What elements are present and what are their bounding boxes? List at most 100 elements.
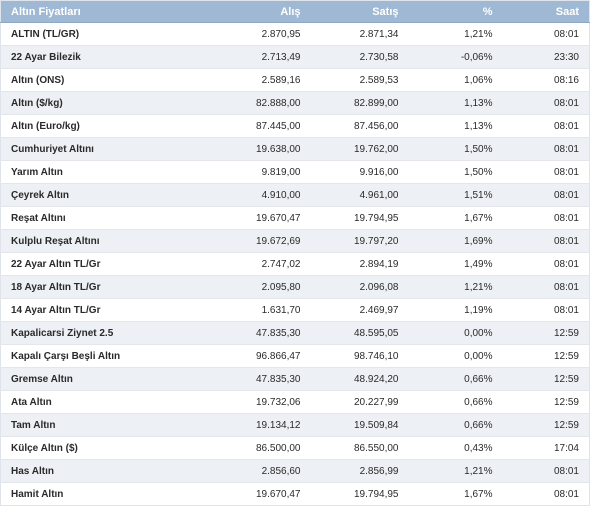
gold-name-cell[interactable]: ALTIN (TL/GR) — [0, 22, 206, 46]
table-row[interactable]: Has Altın 2.856,60 2.856,99 1,21% 08:01 — [0, 459, 590, 483]
buy-price-cell: 19.670,47 — [205, 206, 311, 230]
gold-prices-table: Altın Fiyatları Alış Satış % Saat ALTIN … — [0, 0, 590, 506]
table-row[interactable]: 22 Ayar Bilezik 2.713,49 2.730,58 -0,06% 23:… — [0, 45, 590, 69]
gold-name-cell[interactable]: Gremse Altın — [0, 367, 206, 391]
update-time-cell: 17:04 — [502, 436, 590, 460]
change-percent-cell: 1,13% — [408, 91, 503, 115]
table-row[interactable]: Kulplu Reşat Altını 19.672,69 19.797,20 1,6… — [0, 229, 590, 253]
gold-name-cell[interactable]: 18 Ayar Altın TL/Gr — [0, 275, 206, 299]
update-time-cell: 08:01 — [502, 459, 590, 483]
gold-name-cell[interactable]: 22 Ayar Bilezik — [0, 45, 206, 69]
update-time-cell: 08:01 — [502, 22, 590, 46]
buy-price-cell: 9.819,00 — [205, 160, 311, 184]
update-time-cell: 08:01 — [502, 482, 590, 506]
table-row[interactable]: Altın ($/kg) 82.888,00 82.899,00 1,13% 08:01 — [0, 91, 590, 115]
table-row[interactable]: Hamit Altın 19.670,47 19.794,95 1,67% 08:01 — [0, 482, 590, 506]
update-time-cell: 08:01 — [502, 252, 590, 276]
buy-price-cell: 82.888,00 — [205, 91, 311, 115]
sell-price-cell: 86.550,00 — [310, 436, 409, 460]
table-row[interactable]: Ata Altın 19.732,06 20.227,99 0,66% 12:59 — [0, 390, 590, 414]
buy-price-cell: 86.500,00 — [205, 436, 311, 460]
change-percent-cell: 0,66% — [408, 367, 503, 391]
change-percent-cell: 1,67% — [408, 206, 503, 230]
update-time-cell: 12:59 — [502, 344, 590, 368]
sell-price-cell: 19.509,84 — [310, 413, 409, 437]
gold-name-cell[interactable]: Altın (Euro/kg) — [0, 114, 206, 138]
buy-price-cell: 19.732,06 — [205, 390, 311, 414]
table-row[interactable]: Kapalicarsi Ziynet 2.5 47.835,30 48.595,05… — [0, 321, 590, 345]
change-percent-cell: 0,00% — [408, 321, 503, 345]
table-row[interactable]: Altın (Euro/kg) 87.445,00 87.456,00 1,13% 08… — [0, 114, 590, 138]
table-body: ALTIN (TL/GR) 2.870,95 2.871,34 1,21% 08:01 2… — [0, 22, 590, 506]
gold-name-cell[interactable]: Çeyrek Altın — [0, 183, 206, 207]
buy-price-cell: 2.747,02 — [205, 252, 311, 276]
header-time[interactable]: Saat — [502, 0, 590, 23]
sell-price-cell: 98.746,10 — [310, 344, 409, 368]
table-row[interactable]: Reşat Altını 19.670,47 19.794,95 1,67% 08:01 — [0, 206, 590, 230]
sell-price-cell: 2.589,53 — [310, 68, 409, 92]
gold-name-cell[interactable]: Altın (ONS) — [0, 68, 206, 92]
sell-price-cell: 20.227,99 — [310, 390, 409, 414]
gold-name-cell[interactable]: Reşat Altını — [0, 206, 206, 230]
change-percent-cell: 1,21% — [408, 459, 503, 483]
sell-price-cell: 2.856,99 — [310, 459, 409, 483]
gold-name-cell[interactable]: Kapalı Çarşı Beşli Altın — [0, 344, 206, 368]
sell-price-cell: 2.469,97 — [310, 298, 409, 322]
gold-name-cell[interactable]: 22 Ayar Altın TL/Gr — [0, 252, 206, 276]
gold-name-cell[interactable]: Yarım Altın — [0, 160, 206, 184]
gold-name-cell[interactable]: Kulplu Reşat Altını — [0, 229, 206, 253]
sell-price-cell: 2.730,58 — [310, 45, 409, 69]
table-row[interactable]: 14 Ayar Altın TL/Gr 1.631,70 2.469,97 1,19%… — [0, 298, 590, 322]
gold-name-cell[interactable]: Altın ($/kg) — [0, 91, 206, 115]
table-row[interactable]: Gremse Altın 47.835,30 48.924,20 0,66% 12:59 — [0, 367, 590, 391]
gold-name-cell[interactable]: Külçe Altın ($) — [0, 436, 206, 460]
update-time-cell: 08:01 — [502, 275, 590, 299]
change-percent-cell: 1,06% — [408, 68, 503, 92]
header-buy[interactable]: Alış — [205, 0, 311, 23]
gold-name-cell[interactable]: Cumhuriyet Altını — [0, 137, 206, 161]
sell-price-cell: 4.961,00 — [310, 183, 409, 207]
update-time-cell: 12:59 — [502, 321, 590, 345]
gold-name-cell[interactable]: Kapalicarsi Ziynet 2.5 — [0, 321, 206, 345]
change-percent-cell: 1,67% — [408, 482, 503, 506]
update-time-cell: 08:16 — [502, 68, 590, 92]
change-percent-cell: 1,21% — [408, 275, 503, 299]
sell-price-cell: 19.797,20 — [310, 229, 409, 253]
table-row[interactable]: Tam Altın 19.134,12 19.509,84 0,66% 12:59 — [0, 413, 590, 437]
sell-price-cell: 19.762,00 — [310, 137, 409, 161]
table-row[interactable]: Külçe Altın ($) 86.500,00 86.550,00 0,43% 17… — [0, 436, 590, 460]
header-sell[interactable]: Satış — [310, 0, 409, 23]
update-time-cell: 23:30 — [502, 45, 590, 69]
sell-price-cell: 19.794,95 — [310, 482, 409, 506]
header-change-percent[interactable]: % — [408, 0, 503, 23]
buy-price-cell: 2.856,60 — [205, 459, 311, 483]
header-row: Altın Fiyatları Alış Satış % Saat — [0, 0, 590, 23]
table-row[interactable]: 22 Ayar Altın TL/Gr 2.747,02 2.894,19 1,49%… — [0, 252, 590, 276]
sell-price-cell: 82.899,00 — [310, 91, 409, 115]
update-time-cell: 08:01 — [502, 114, 590, 138]
table-row[interactable]: Kapalı Çarşı Beşli Altın 96.866,47 98.746,… — [0, 344, 590, 368]
gold-name-cell[interactable]: Hamit Altın — [0, 482, 206, 506]
table-row[interactable]: Cumhuriyet Altını 19.638,00 19.762,00 1,50%… — [0, 137, 590, 161]
gold-name-cell[interactable]: Ata Altın — [0, 390, 206, 414]
table-row[interactable]: Altın (ONS) 2.589,16 2.589,53 1,06% 08:16 — [0, 68, 590, 92]
sell-price-cell: 2.894,19 — [310, 252, 409, 276]
change-percent-cell: 0,43% — [408, 436, 503, 460]
change-percent-cell: -0,06% — [408, 45, 503, 69]
table-row[interactable]: 18 Ayar Altın TL/Gr 2.095,80 2.096,08 1,21%… — [0, 275, 590, 299]
buy-price-cell: 19.670,47 — [205, 482, 311, 506]
gold-name-cell[interactable]: 14 Ayar Altın TL/Gr — [0, 298, 206, 322]
header-gold-prices[interactable]: Altın Fiyatları — [0, 0, 206, 23]
buy-price-cell: 1.631,70 — [205, 298, 311, 322]
table-row[interactable]: Çeyrek Altın 4.910,00 4.961,00 1,51% 08:01 — [0, 183, 590, 207]
gold-name-cell[interactable]: Has Altın — [0, 459, 206, 483]
sell-price-cell: 48.595,05 — [310, 321, 409, 345]
sell-price-cell: 2.871,34 — [310, 22, 409, 46]
table-row[interactable]: ALTIN (TL/GR) 2.870,95 2.871,34 1,21% 08:01 — [0, 22, 590, 46]
gold-name-cell[interactable]: Tam Altın — [0, 413, 206, 437]
buy-price-cell: 87.445,00 — [205, 114, 311, 138]
table-row[interactable]: Yarım Altın 9.819,00 9.916,00 1,50% 08:01 — [0, 160, 590, 184]
change-percent-cell: 1,50% — [408, 137, 503, 161]
change-percent-cell: 1,49% — [408, 252, 503, 276]
update-time-cell: 08:01 — [502, 160, 590, 184]
